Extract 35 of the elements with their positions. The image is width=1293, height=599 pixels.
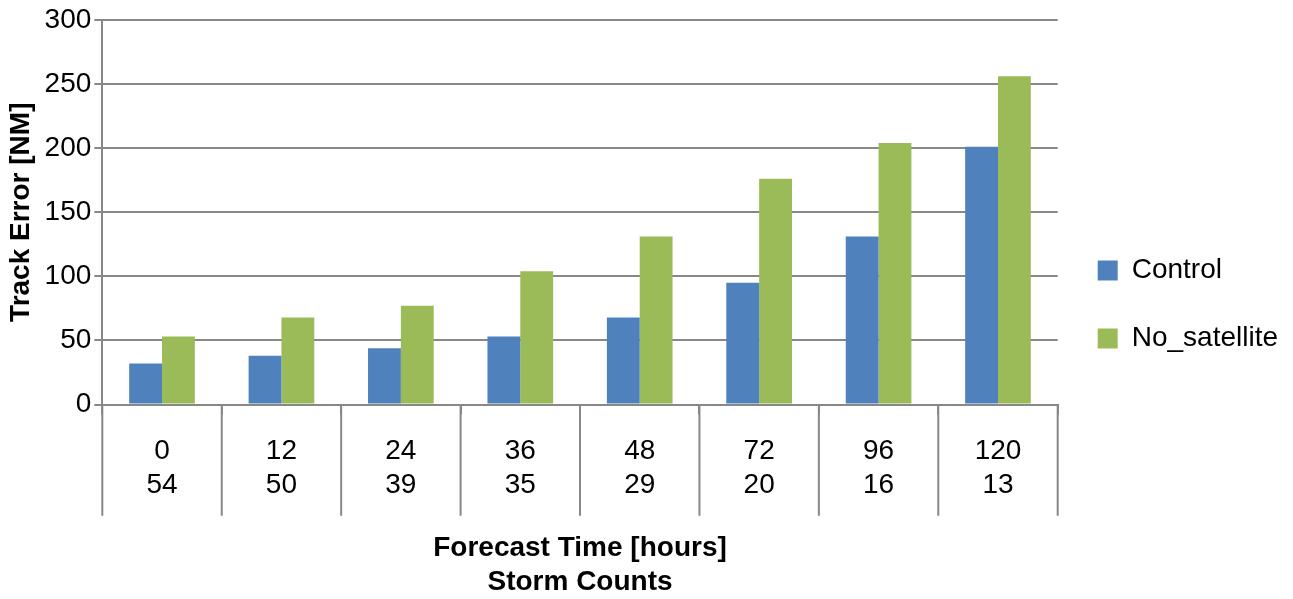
bar bbox=[520, 271, 554, 404]
y-axis-title: Track Error [NM] bbox=[3, 102, 35, 322]
bar bbox=[965, 146, 998, 404]
x-axis-title: Forecast Time [hours] Storm Counts bbox=[433, 531, 727, 596]
bar bbox=[129, 363, 163, 404]
legend-label: Control bbox=[1131, 253, 1222, 285]
legend-label: No_satellite bbox=[1131, 321, 1279, 353]
bar bbox=[845, 236, 879, 404]
x-tick-label: 96 16 bbox=[862, 434, 895, 499]
y-tick-label: 50 bbox=[60, 323, 92, 355]
x-tick-label: 36 35 bbox=[504, 434, 536, 499]
y-tick-label: 200 bbox=[44, 130, 92, 162]
bar bbox=[487, 336, 521, 404]
y-tick-label: 0 bbox=[75, 387, 92, 419]
x-tick-label: 48 29 bbox=[624, 434, 656, 499]
bar bbox=[639, 236, 673, 404]
y-tick-label: 250 bbox=[44, 66, 92, 98]
y-tick-label: 150 bbox=[44, 194, 92, 226]
bar bbox=[281, 317, 315, 404]
x-tick-label: 120 13 bbox=[974, 434, 1022, 499]
bar bbox=[878, 142, 912, 404]
y-tick-label: 100 bbox=[44, 259, 92, 291]
bar bbox=[368, 348, 401, 404]
x-tick-label: 72 20 bbox=[743, 434, 775, 499]
bar bbox=[759, 178, 792, 404]
bar bbox=[162, 336, 195, 404]
bar bbox=[248, 355, 282, 404]
x-tick-label: 0 54 bbox=[146, 434, 178, 499]
x-tick-label: 12 50 bbox=[265, 434, 298, 499]
bar bbox=[726, 282, 760, 404]
bar bbox=[606, 317, 640, 404]
bar bbox=[997, 76, 1031, 404]
y-tick-label: 300 bbox=[44, 2, 92, 34]
bar bbox=[400, 305, 434, 404]
x-tick-label: 24 39 bbox=[385, 434, 417, 499]
